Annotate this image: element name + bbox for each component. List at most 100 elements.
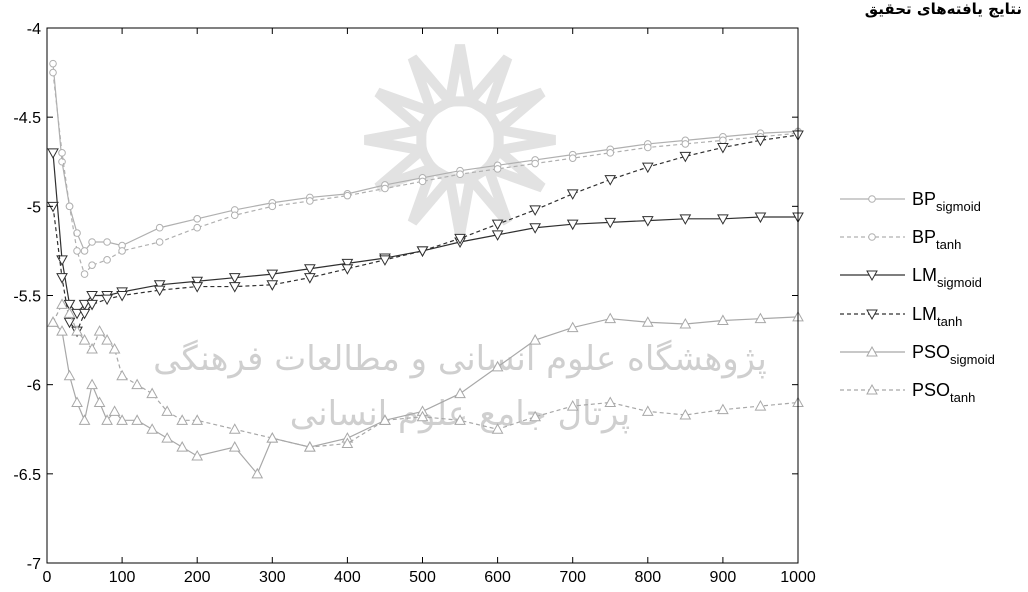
- x-tick-label: 300: [259, 569, 286, 586]
- data-point-lm-sigmoid: [566, 219, 579, 231]
- data-point-lm-sigmoid: [491, 230, 504, 241]
- data-point-pso-sigmoid: [86, 378, 98, 390]
- data-point-lm-tanh: [454, 233, 466, 245]
- x-tick-label: 800: [634, 569, 661, 586]
- data-point-pso-sigmoid: [251, 467, 264, 479]
- legend-item-lm-tanh: LMtanh: [840, 304, 962, 329]
- data-point-pso-sigmoid: [679, 318, 692, 329]
- data-point-pso-tanh: [108, 342, 121, 354]
- data-point-lm-tanh: [604, 175, 617, 186]
- data-point-pso-tanh: [266, 432, 279, 443]
- data-point-pso-tanh: [146, 387, 158, 399]
- data-point-bp-tanh: [155, 238, 164, 246]
- data-point-bp-tanh: [568, 154, 577, 162]
- data-point-bp-tanh: [418, 177, 427, 186]
- data-point-bp-tanh: [80, 270, 89, 278]
- data-point-pso-sigmoid: [754, 312, 767, 324]
- data-point-bp-tanh: [381, 184, 389, 193]
- data-point-pso-sigmoid: [176, 441, 189, 452]
- data-point-lm-sigmoid: [266, 269, 279, 281]
- data-point-pso-sigmoid: [161, 432, 174, 443]
- data-point-lm-tanh: [416, 246, 429, 257]
- data-point-bp-tanh: [493, 165, 502, 173]
- rosette-petal: [443, 173, 477, 236]
- data-point-bp-tanh: [456, 170, 464, 179]
- legend-series-name: PSO: [912, 342, 950, 362]
- data-point-lm-tanh: [86, 299, 98, 311]
- rosette-petal: [443, 44, 477, 107]
- legend-marker: [868, 195, 876, 203]
- data-point-bp-tanh: [193, 223, 201, 232]
- watermark: پژوهشگاه علوم انسانی و مطالعات فرهنگی پر…: [153, 44, 767, 434]
- data-point-pso-tanh: [56, 298, 68, 309]
- x-tick-label: 200: [184, 569, 211, 586]
- legend-series-subscript: sigmoid: [950, 352, 995, 367]
- data-point-lm-sigmoid: [191, 276, 204, 288]
- legend-series-subscript: sigmoid: [937, 275, 982, 290]
- data-point-bp-tanh: [73, 247, 81, 255]
- watermark-rosette-icon: [364, 44, 556, 236]
- rosette-petal: [493, 123, 556, 157]
- data-point-pso-tanh: [641, 405, 654, 416]
- data-point-pso-sigmoid: [101, 414, 113, 425]
- data-point-pso-sigmoid: [491, 360, 504, 372]
- x-tick-label: 500: [409, 569, 436, 586]
- data-point-pso-tanh: [341, 437, 354, 449]
- data-point-lm-tanh: [679, 151, 692, 163]
- data-point-pso-sigmoid: [566, 321, 579, 333]
- data-point-lm-sigmoid: [717, 214, 729, 225]
- data-point-pso-tanh: [78, 334, 91, 345]
- legend-marker: [866, 345, 878, 357]
- series-layer: [47, 59, 804, 479]
- data-point-bp-tanh: [343, 191, 352, 200]
- data-point-bp-sigmoid: [103, 238, 111, 246]
- data-point-lm-tanh: [717, 142, 729, 154]
- legend-label: LMsigmoid: [912, 265, 982, 290]
- data-point-bp-tanh: [118, 247, 126, 255]
- x-tick-label: 0: [43, 569, 52, 586]
- data-point-pso-tanh: [491, 423, 504, 434]
- data-point-bp-tanh: [681, 140, 690, 148]
- data-point-bp-tanh: [49, 68, 57, 77]
- data-point-pso-tanh: [529, 410, 541, 422]
- data-point-lm-tanh: [754, 135, 767, 147]
- data-point-pso-sigmoid: [93, 396, 106, 407]
- data-point-bp-tanh: [103, 256, 111, 264]
- data-point-lm-sigmoid: [78, 299, 91, 311]
- page-header-text: نتایج یافته‌های تحقیق: [864, 0, 1022, 18]
- legend-marker: [866, 309, 878, 321]
- data-point-lm-tanh: [56, 273, 68, 284]
- legend-item-bp-sigmoid: BPsigmoid: [840, 189, 981, 214]
- legend-item-pso-sigmoid: PSOsigmoid: [840, 342, 995, 367]
- data-point-bp-tanh: [58, 149, 66, 157]
- data-point-lm-tanh: [116, 291, 128, 302]
- x-tick-label: 400: [334, 569, 361, 586]
- data-point-pso-sigmoid: [717, 314, 729, 325]
- data-point-lm-sigmoid: [754, 212, 767, 224]
- data-point-lm-tanh: [228, 282, 241, 293]
- data-point-bp-sigmoid: [49, 59, 57, 68]
- data-point-pso-tanh: [304, 441, 316, 452]
- data-point-bp-tanh: [65, 202, 74, 211]
- data-point-lm-sigmoid: [604, 217, 617, 229]
- data-point-bp-sigmoid: [155, 223, 164, 232]
- y-tick-label: -5: [27, 199, 41, 216]
- data-point-lm-tanh: [529, 205, 541, 216]
- legend-series-subscript: tanh: [950, 390, 975, 405]
- legend-item-bp-tanh: BPtanh: [840, 227, 961, 252]
- watermark-line-2: پرتال جامع علوم انسانی: [290, 394, 630, 434]
- watermark-line-1: پژوهشگاه علوم انسانی و مطالعات فرهنگی: [153, 339, 767, 379]
- data-point-pso-sigmoid: [641, 316, 654, 327]
- data-point-pso-tanh: [71, 325, 83, 336]
- data-point-pso-tanh: [176, 414, 189, 425]
- data-point-lm-tanh: [101, 294, 113, 306]
- data-point-lm-sigmoid: [71, 308, 83, 320]
- data-point-pso-tanh: [63, 307, 76, 318]
- data-point-lm-sigmoid: [529, 223, 541, 234]
- data-point-bp-tanh: [306, 197, 314, 205]
- data-point-lm-sigmoid: [153, 280, 166, 291]
- data-point-lm-tanh: [379, 255, 391, 266]
- data-point-bp-tanh: [719, 136, 727, 145]
- y-tick-label: -7: [27, 556, 41, 573]
